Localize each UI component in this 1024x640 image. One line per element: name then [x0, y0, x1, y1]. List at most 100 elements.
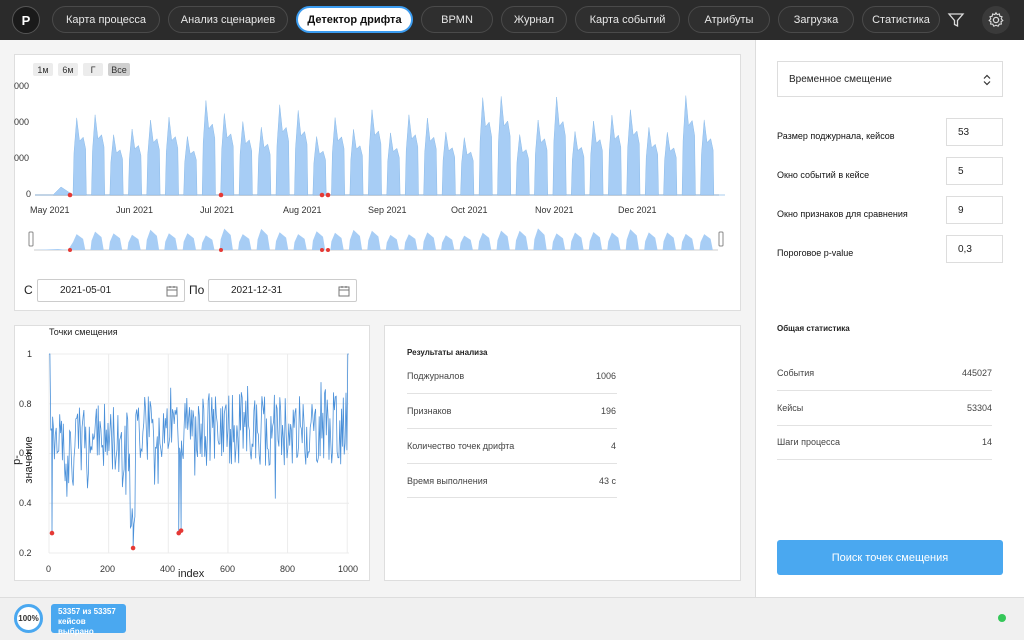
divider: [777, 459, 992, 460]
date-from-input[interactable]: 2021-05-01: [37, 279, 185, 302]
p-value-threshold-input[interactable]: 0,3: [946, 235, 1003, 263]
top-navigation-bar: P Карта процесса Анализ сценариев Детект…: [0, 0, 1024, 40]
tab-scenario-analysis[interactable]: Анализ сценариев: [168, 6, 288, 33]
date-from-value: 2021-05-01: [60, 285, 112, 296]
drift-marker: [319, 192, 325, 198]
drift-y-tick: 0.8: [19, 399, 32, 409]
timeline-y-tick: 000: [14, 117, 30, 127]
results-row-label: Признаков: [407, 406, 452, 416]
timeline-area-chart[interactable]: [35, 80, 725, 205]
results-row-label: Количество точек дрифта: [407, 441, 515, 451]
timeline-navigator[interactable]: [28, 228, 725, 254]
navigator-handle-left: [28, 231, 34, 247]
divider: [407, 393, 617, 394]
field-label: Размер поджурнала, кейсов: [777, 131, 895, 141]
drift-point: [178, 528, 184, 533]
navigator-drift-marker: [320, 248, 324, 252]
results-row-value: 196: [600, 406, 616, 416]
timeline-y-tick: 000: [14, 153, 30, 163]
drift-x-tick: 400: [160, 564, 176, 574]
results-title: Результаты анализа: [407, 348, 488, 357]
field-label: Окно признаков для сравнения: [777, 209, 908, 219]
drift-x-axis-label: index: [178, 568, 205, 580]
app-logo[interactable]: P: [12, 6, 40, 34]
timeline-y-tick: 0: [26, 189, 32, 199]
date-to-input[interactable]: 2021-12-31: [208, 279, 357, 302]
divider: [407, 463, 617, 464]
drift-point: [49, 530, 55, 536]
tab-statistics[interactable]: Статистика: [862, 6, 940, 33]
timeline-area-series: [35, 95, 725, 196]
timeline-y-tick: 000: [14, 81, 30, 91]
select-arrows-icon: [983, 74, 991, 86]
selection-percent-ring: 100%: [14, 604, 43, 633]
tab-upload[interactable]: Загрузка: [778, 6, 854, 33]
drift-x-tick: 200: [100, 564, 116, 574]
tab-journal[interactable]: Журнал: [501, 6, 567, 33]
navigator-drift-marker: [326, 248, 330, 252]
drift-x-tick: 0: [46, 564, 52, 574]
field-label: Окно событий в кейсе: [777, 170, 870, 180]
drift-line-chart[interactable]: [45, 340, 355, 560]
tab-bpmn[interactable]: BPMN: [421, 6, 493, 33]
drift-marker: [67, 192, 73, 198]
results-row-value: 1006: [595, 371, 616, 381]
subjournal-size-input[interactable]: 53: [946, 118, 1003, 146]
tab-attributes[interactable]: Атрибуты: [688, 6, 770, 33]
timeline-x-tick: May 2021: [30, 205, 70, 215]
range-button-year[interactable]: Г: [83, 63, 103, 76]
cases-selected-badge[interactable]: 53357 из 53357 кейсов выбрано: [51, 604, 126, 636]
timeline-x-tick: Jun 2021: [116, 205, 154, 215]
gear-icon[interactable]: [982, 6, 1010, 34]
divider: [777, 390, 992, 391]
drift-marker: [325, 192, 331, 198]
stats-title: Общая статистика: [777, 324, 850, 333]
drift-x-tick: 1000: [338, 564, 359, 574]
calendar-icon[interactable]: [338, 285, 350, 297]
drift-chart-title: Точки смещения: [49, 327, 118, 337]
range-button-1m[interactable]: 1м: [33, 63, 53, 76]
navigator-drift-marker: [219, 248, 223, 252]
date-to-label: По: [189, 283, 205, 297]
stat-value: 14: [981, 437, 992, 447]
results-row-label: Время выполнения: [407, 476, 488, 486]
range-button-6m[interactable]: 6м: [58, 63, 78, 76]
drift-y-tick: 0.2: [19, 548, 32, 558]
method-select[interactable]: Временное смещение: [777, 61, 1003, 97]
timeline-x-tick: Jul 2021: [200, 205, 235, 215]
feature-window-input[interactable]: 9: [946, 196, 1003, 224]
search-drift-points-button[interactable]: Поиск точек смещения: [777, 540, 1003, 575]
calendar-icon[interactable]: [166, 285, 178, 297]
timeline-x-tick: Nov 2021: [535, 205, 574, 215]
navigator-area-series: [34, 228, 718, 250]
tab-drift-detector[interactable]: Детектор дрифта: [296, 6, 413, 33]
results-row-label: Поджурналов: [407, 371, 465, 381]
method-select-value: Временное смещение: [789, 73, 892, 85]
tab-event-map[interactable]: Карта событий: [575, 6, 680, 33]
stat-label: Шаги процесса: [777, 437, 841, 447]
range-button-all[interactable]: Все: [108, 63, 130, 76]
connection-status-indicator: [998, 614, 1006, 622]
cases-selected-caption: кейсов выбрано: [58, 617, 94, 636]
timeline-x-tick: Aug 2021: [283, 205, 322, 215]
date-to-value: 2021-12-31: [231, 285, 283, 296]
drift-y-tick: 1: [27, 349, 33, 359]
p-value-series-line: [49, 353, 349, 549]
timeline-x-tick: Dec 2021: [618, 205, 657, 215]
drift-y-tick: 0.4: [19, 498, 32, 508]
cases-selected-count: 53357 из 53357: [58, 607, 116, 616]
event-window-input[interactable]: 5: [946, 157, 1003, 185]
stat-label: События: [777, 368, 815, 378]
date-from-label: С: [24, 283, 33, 297]
results-row-value: 43 с: [598, 476, 616, 486]
drift-x-tick: 600: [220, 564, 236, 574]
drift-marker: [218, 192, 224, 198]
divider: [407, 497, 617, 498]
timeline-x-tick: Oct 2021: [451, 205, 488, 215]
drift-point: [130, 545, 136, 551]
footer-bar: [0, 597, 1024, 640]
tab-process-map[interactable]: Карта процесса: [52, 6, 160, 33]
stat-label: Кейсы: [777, 403, 804, 413]
filter-icon[interactable]: [942, 6, 970, 34]
drift-x-tick: 800: [280, 564, 296, 574]
